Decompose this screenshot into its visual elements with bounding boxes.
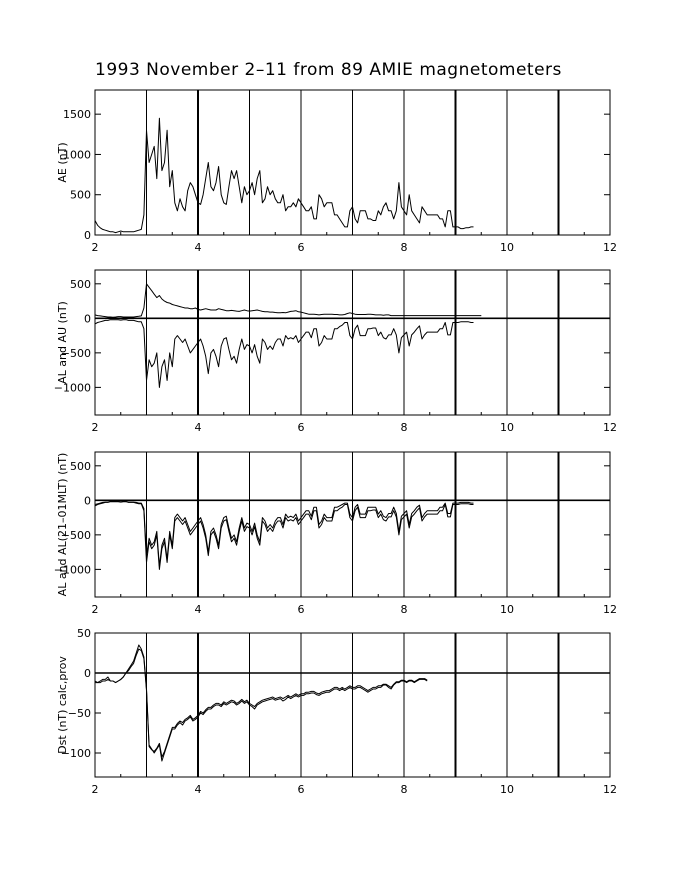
y-tick-label: 1000 xyxy=(63,148,91,161)
y-tick-label: 500 xyxy=(70,278,91,291)
x-tick-label: 8 xyxy=(401,421,408,434)
x-tick-label: 10 xyxy=(500,241,514,254)
y-tick-label: −500 xyxy=(61,347,91,360)
y-tick-label: 50 xyxy=(77,627,91,640)
x-tick-label: 2 xyxy=(92,783,99,796)
y-tick-label: −50 xyxy=(68,707,91,720)
y-tick-label: 0 xyxy=(84,494,91,507)
y-tick-label: 500 xyxy=(70,189,91,202)
x-tick-label: 8 xyxy=(401,603,408,616)
x-tick-label: 8 xyxy=(401,241,408,254)
y-tick-label: 1500 xyxy=(63,108,91,121)
series-line-2 xyxy=(94,500,474,567)
y-tick-label: −500 xyxy=(61,529,91,542)
x-tick-label: 10 xyxy=(500,421,514,434)
x-tick-label: 10 xyxy=(500,783,514,796)
x-tick-label: 6 xyxy=(298,421,305,434)
figure-title: 1993 November 2–11 from 89 AMIE magnetom… xyxy=(95,60,562,80)
panel-1: 2 4 6 8 10 12 0 500 1000 1500 AE (nT) xyxy=(56,89,617,254)
series-line-2 xyxy=(94,319,474,388)
y-axis-label: AL and AU (nT) xyxy=(56,301,69,384)
y-tick-label: 0 xyxy=(84,229,91,242)
series-line-1 xyxy=(94,283,482,318)
x-tick-label: 4 xyxy=(195,421,202,434)
series-line-1 xyxy=(94,644,428,762)
y-axis-label: AE (nT) xyxy=(56,142,69,182)
series-line-1 xyxy=(94,501,474,570)
series-line-1 xyxy=(94,117,474,234)
x-tick-label: 12 xyxy=(603,421,617,434)
x-tick-label: 12 xyxy=(603,783,617,796)
x-tick-label: 12 xyxy=(603,603,617,616)
x-tick-label: 8 xyxy=(401,783,408,796)
y-axis-label: AL and AL(21–01MLT) (nT) xyxy=(56,453,69,597)
x-tick-label: 10 xyxy=(500,603,514,616)
y-tick-label: −1000 xyxy=(54,563,91,576)
x-tick-label: 4 xyxy=(195,783,202,796)
y-tick-label: 0 xyxy=(84,312,91,325)
y-axis-label: Dst (nT) calc,prov xyxy=(56,656,69,754)
x-tick-label: 2 xyxy=(92,603,99,616)
y-tick-label: −1000 xyxy=(54,381,91,394)
series-line-2 xyxy=(95,648,428,758)
x-tick-label: 4 xyxy=(195,603,202,616)
y-tick-label: 500 xyxy=(70,460,91,473)
x-tick-label: 6 xyxy=(298,783,305,796)
y-tick-label: 0 xyxy=(84,667,91,680)
x-tick-label: 2 xyxy=(92,421,99,434)
panel-4: 2 4 6 8 10 12 −100 −50 0 50 Dst (nT) calc,prov xyxy=(56,627,617,796)
x-tick-label: 6 xyxy=(298,241,305,254)
y-tick-label: −100 xyxy=(61,747,91,760)
x-tick-label: 2 xyxy=(92,241,99,254)
x-tick-label: 12 xyxy=(603,241,617,254)
x-tick-label: 4 xyxy=(195,241,202,254)
x-tick-label: 6 xyxy=(298,603,305,616)
